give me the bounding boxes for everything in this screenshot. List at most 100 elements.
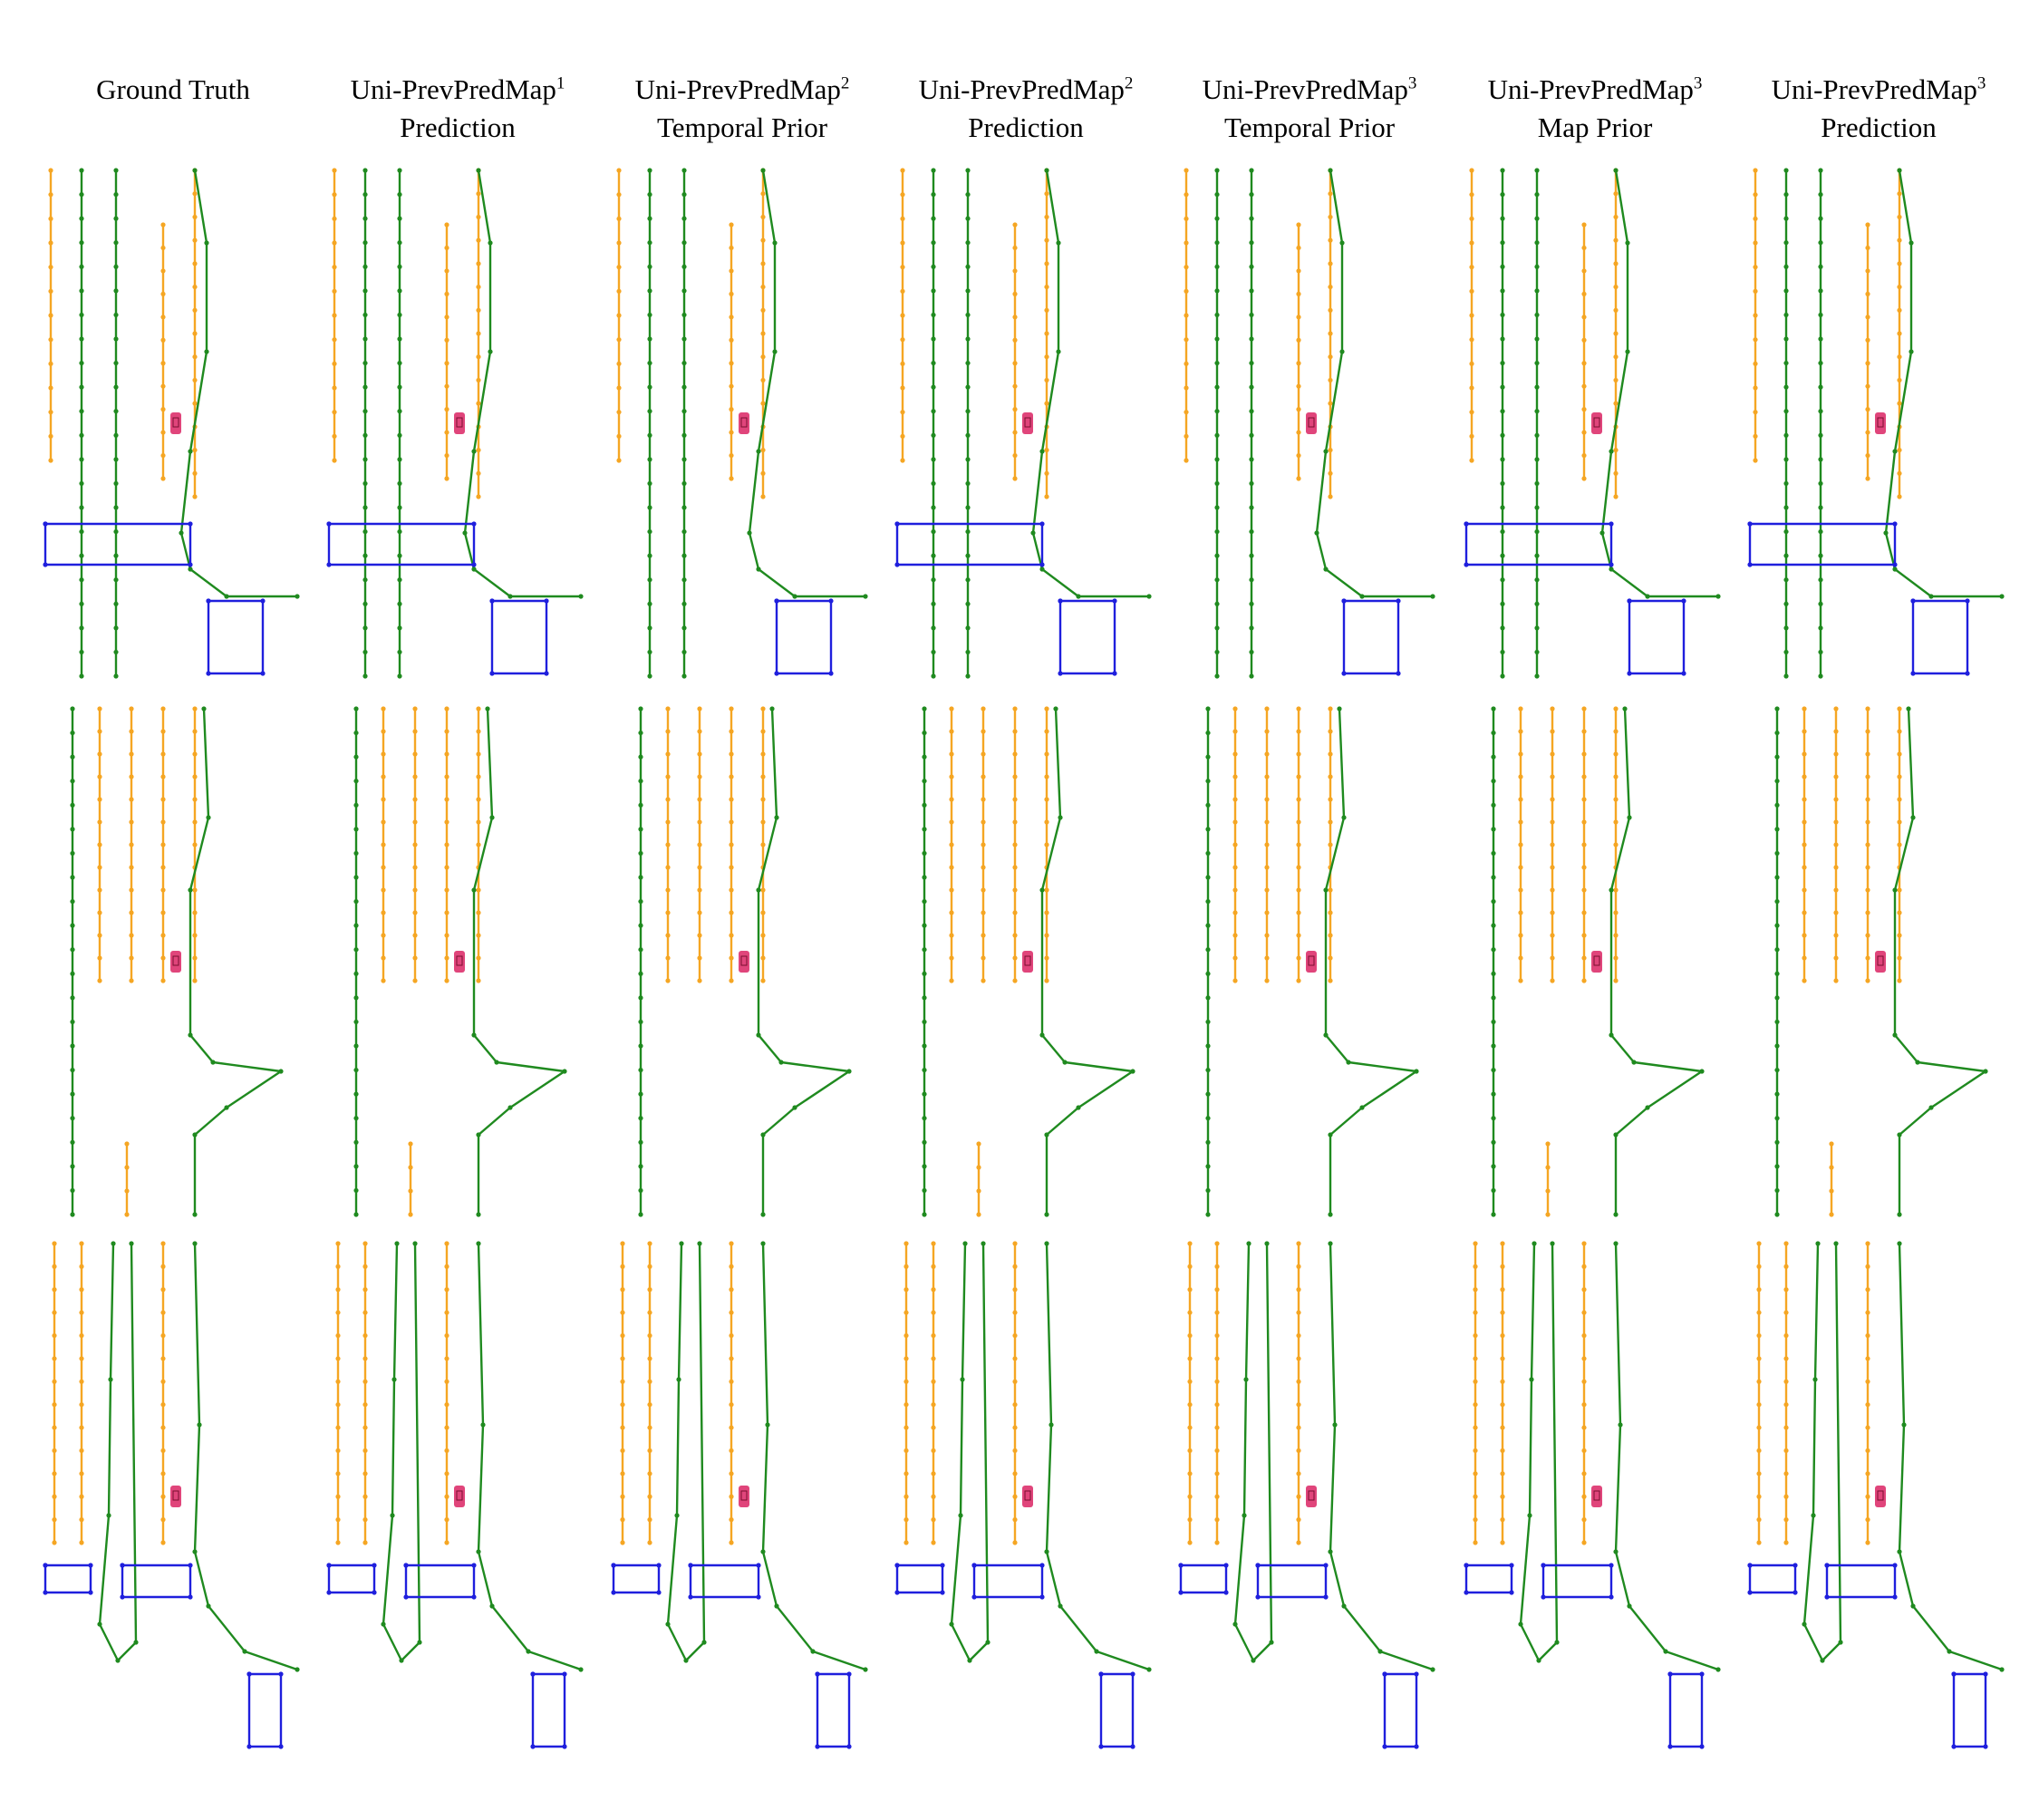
ego-vehicle-icon [1591,412,1602,434]
ped-crossing-vertex [43,1590,48,1595]
divider-line-vertex [332,410,337,415]
column-header-4: Uni-PrevPredMap3 Temporal Prior [1202,73,1417,143]
divider-line-vertex [1232,729,1238,734]
divider-line-vertex [381,751,386,757]
boundary-line-vertex [397,625,402,631]
boundary-line-vertex [1491,1116,1496,1121]
boundary-line-vertex [79,360,84,366]
divider-line-vertex [1012,1471,1018,1476]
divider-line-vertex [1044,887,1049,893]
boundary-line-vertex [1500,216,1505,221]
divider-line-vertex [900,240,905,246]
divider-line-vertex [1897,261,1902,266]
divider-line-vertex [1897,887,1902,893]
divider-line-vertex [1264,797,1270,802]
divider-line-vertex [129,706,134,712]
boundary-line-vertex [381,1622,386,1627]
divider-line-vertex [476,819,481,825]
boundary-line-vertex [1491,875,1496,880]
boundary-line-vertex [1818,625,1823,631]
divider-line-vertex [729,1241,734,1246]
ped-crossing-vertex [894,562,900,567]
boundary-line-vertex [1491,1091,1496,1097]
divider-line-vertex [192,933,198,938]
divider-line-vertex [48,337,53,343]
boundary-line-vertex [1928,1105,1934,1110]
divider-line-vertex [1897,910,1902,915]
boundary-line-vertex [922,1091,927,1097]
divider-line-vertex [665,819,671,825]
divider-line-vertex [1012,729,1018,734]
divider-line-vertex [1296,1471,1301,1476]
divider-line-vertex [1328,401,1333,406]
boundary-line-vertex [1243,1377,1249,1382]
ped-crossing-vertex [544,671,549,676]
boundary-line-vertex [353,947,359,953]
divider-line-vertex [412,955,418,961]
boundary-line-vertex [1783,480,1789,487]
ego-vehicle-window [740,417,748,428]
divider-line-vertex [1613,706,1619,712]
ped-crossing-vertex [260,671,266,676]
boundary-line-vertex [70,730,75,736]
divider-line-vertex [1232,933,1238,938]
boundary-line-vertex [756,887,761,893]
boundary-line-vertex [1242,1513,1247,1518]
boundary-line-vertex [1214,601,1220,606]
boundary-line-vertex [922,1164,927,1169]
divider-line-vertex [192,955,198,961]
ped-crossing-vertex [1699,1671,1705,1677]
divider-line-vertex [729,729,734,734]
ego-vehicle-window [456,417,463,428]
boundary-line-vertex [1500,553,1505,558]
boundary-line-vertex [965,625,971,631]
divider-line-vertex [160,865,166,870]
divider-line-vertex [1012,842,1018,847]
boundary-line-vertex [113,457,119,462]
divider-line-vertex [900,168,905,173]
divider-line-vertex [949,706,954,712]
boundary-line-vertex [1534,553,1540,558]
divider-line-vertex [620,1425,625,1430]
divider-line-vertex [900,288,905,294]
divider-line-vertex [760,751,766,757]
boundary-line-vertex [106,1513,111,1518]
divider-line-vertex [620,1447,625,1454]
divider-line-vertex [192,331,198,336]
ped-crossing-vertex [1747,1563,1753,1568]
boundary-line-vertex [1618,1422,1623,1428]
boundary-line-vertex [1205,923,1211,928]
boundary-line-vertex [965,673,971,679]
ego-vehicle-window [172,955,179,966]
divider-line-vertex [1044,933,1049,938]
divider-line-vertex [647,1517,652,1523]
boundary-line-vertex [1500,384,1505,390]
divider-line-vertex [1473,1447,1478,1454]
boundary-line-vertex [1774,1019,1780,1025]
ped-crossing-vertex [188,1594,193,1600]
boundary-line-vertex [1491,1164,1496,1169]
boundary-line-vertex [1491,779,1496,784]
divider-line-vertex [904,1471,909,1476]
map-panel-r1-c6 [1774,706,1988,1217]
divider-line-vertex [1012,1310,1018,1315]
boundary-line-vertex [1774,1187,1780,1194]
ego-vehicle-window [1024,955,1031,966]
divider-line-vertex [1865,842,1870,847]
boundary-line-vertex [362,577,368,583]
divider-line-vertex [1581,978,1587,983]
divider-line-vertex [647,1471,652,1476]
ped-crossing-vertex [489,598,495,604]
ped-crossing-vertex [43,562,48,567]
boundary-line-vertex [1491,971,1496,976]
divider-line-vertex [332,433,337,439]
divider-line-vertex [1613,910,1619,915]
divider-line-vertex [1897,751,1902,757]
divider-line-vertex [1802,706,1807,712]
ego-vehicle-window [1877,1490,1884,1501]
boundary-line-vertex [197,1422,202,1428]
boundary-line-vertex [681,191,687,198]
ped-crossing [1099,1672,1135,1748]
divider-line-vertex [444,291,449,296]
divider-line-vertex [1469,433,1474,439]
